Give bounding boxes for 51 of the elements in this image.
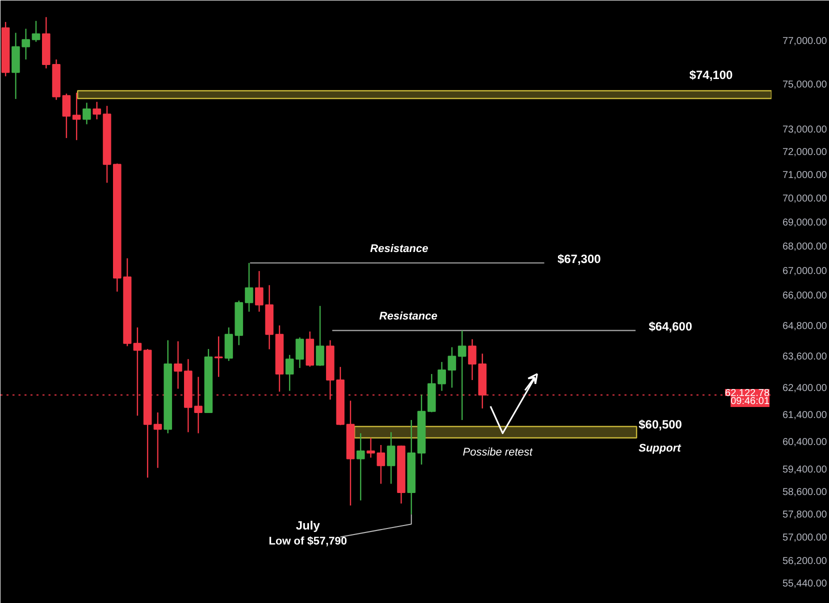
- annotation: 09:46:01: [730, 396, 770, 408]
- y-tick-label: 69,000.00: [782, 217, 828, 228]
- band-label: $74,100: [689, 68, 734, 82]
- y-tick-label: 61,400.00: [782, 410, 828, 421]
- candlestick: [82, 102, 91, 125]
- candlestick: [285, 354, 294, 392]
- annotation: Resistance: [379, 310, 438, 322]
- y-tick-label: 70,000.00: [782, 194, 828, 205]
- y-tick-label: 58,600.00: [782, 486, 828, 498]
- band-label: $60,500: [638, 417, 682, 432]
- candlestick: [296, 336, 304, 369]
- y-tick-label: 56,200.00: [782, 556, 828, 567]
- y-tick-label: 64,800.00: [782, 320, 828, 332]
- y-tick-label: 55,440.00: [782, 578, 828, 590]
- candlestick: [468, 338, 476, 381]
- ref-line-label: $67,300: [557, 252, 602, 266]
- y-tick-label: 77,000.00: [782, 36, 828, 48]
- y-tick-label: 59,400.00: [782, 464, 828, 476]
- candlestick: [214, 336, 223, 378]
- y-tick-label: 66,000.00: [782, 290, 828, 302]
- y-tick-label: 75,000.00: [782, 80, 828, 91]
- candlestick: [366, 437, 375, 458]
- ref-line-label: $64,600: [648, 320, 692, 334]
- candlestick: [244, 262, 254, 312]
- candlestick: [62, 93, 71, 139]
- candlestick: [448, 346, 456, 388]
- candlestick: [316, 305, 324, 366]
- candlestick: [255, 270, 264, 312]
- y-tick-label: 71,000.00: [782, 170, 828, 182]
- annotation: Possibe retest: [462, 446, 534, 459]
- y-tick-label: 73,000.00: [782, 124, 828, 136]
- y-tick-label: 72,000.00: [782, 147, 828, 158]
- candlestick: [356, 432, 365, 502]
- y-tick-label: 60,400.00: [782, 436, 828, 448]
- y-tick-label: 57,000.00: [782, 532, 828, 544]
- candlestick: [174, 340, 182, 390]
- candlestick: [72, 92, 81, 141]
- y-tick-label: 63,600.00: [782, 352, 828, 363]
- candlestick: [92, 101, 102, 120]
- candlestick: [386, 432, 396, 484]
- y-tick-label: 67,000.00: [782, 266, 828, 277]
- candlestick: [458, 330, 466, 421]
- annotation: Support: [638, 442, 682, 454]
- annotation: Resistance: [370, 242, 428, 255]
- annotation: Low of $57,790: [268, 536, 348, 548]
- y-tick-label: 68,000.00: [782, 241, 828, 252]
- annotation: July: [296, 518, 320, 532]
- y-tick-label: 62,400.00: [782, 383, 828, 394]
- candlestick: [32, 20, 40, 42]
- candlestick: [376, 444, 386, 484]
- y-tick-label: 57,800.00: [782, 510, 828, 521]
